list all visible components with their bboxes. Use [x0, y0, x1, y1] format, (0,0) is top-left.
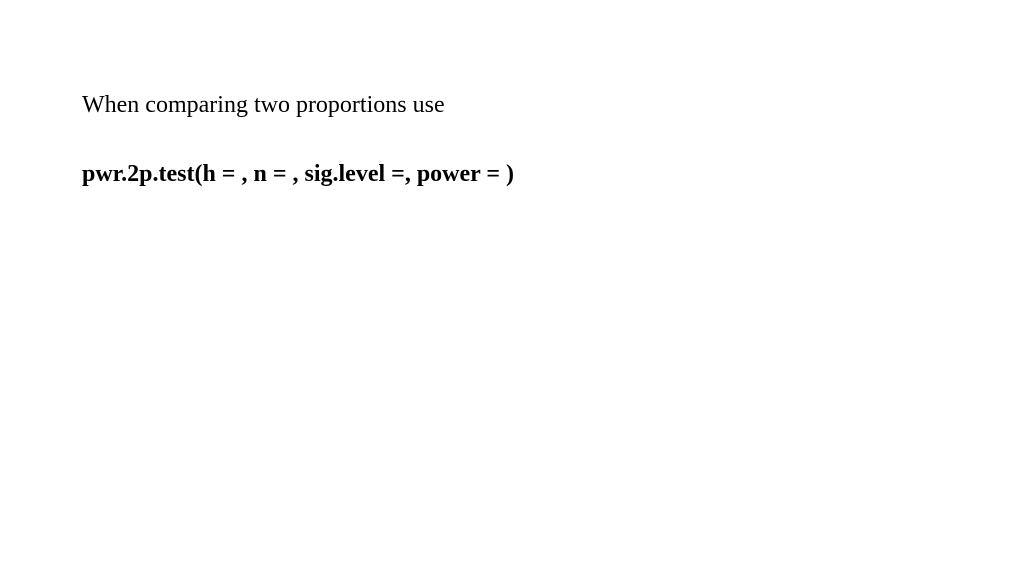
intro-text: When comparing two proportions use: [82, 92, 1024, 119]
code-text: pwr.2p.test(h = , n = , sig.level =, pow…: [82, 161, 1024, 188]
